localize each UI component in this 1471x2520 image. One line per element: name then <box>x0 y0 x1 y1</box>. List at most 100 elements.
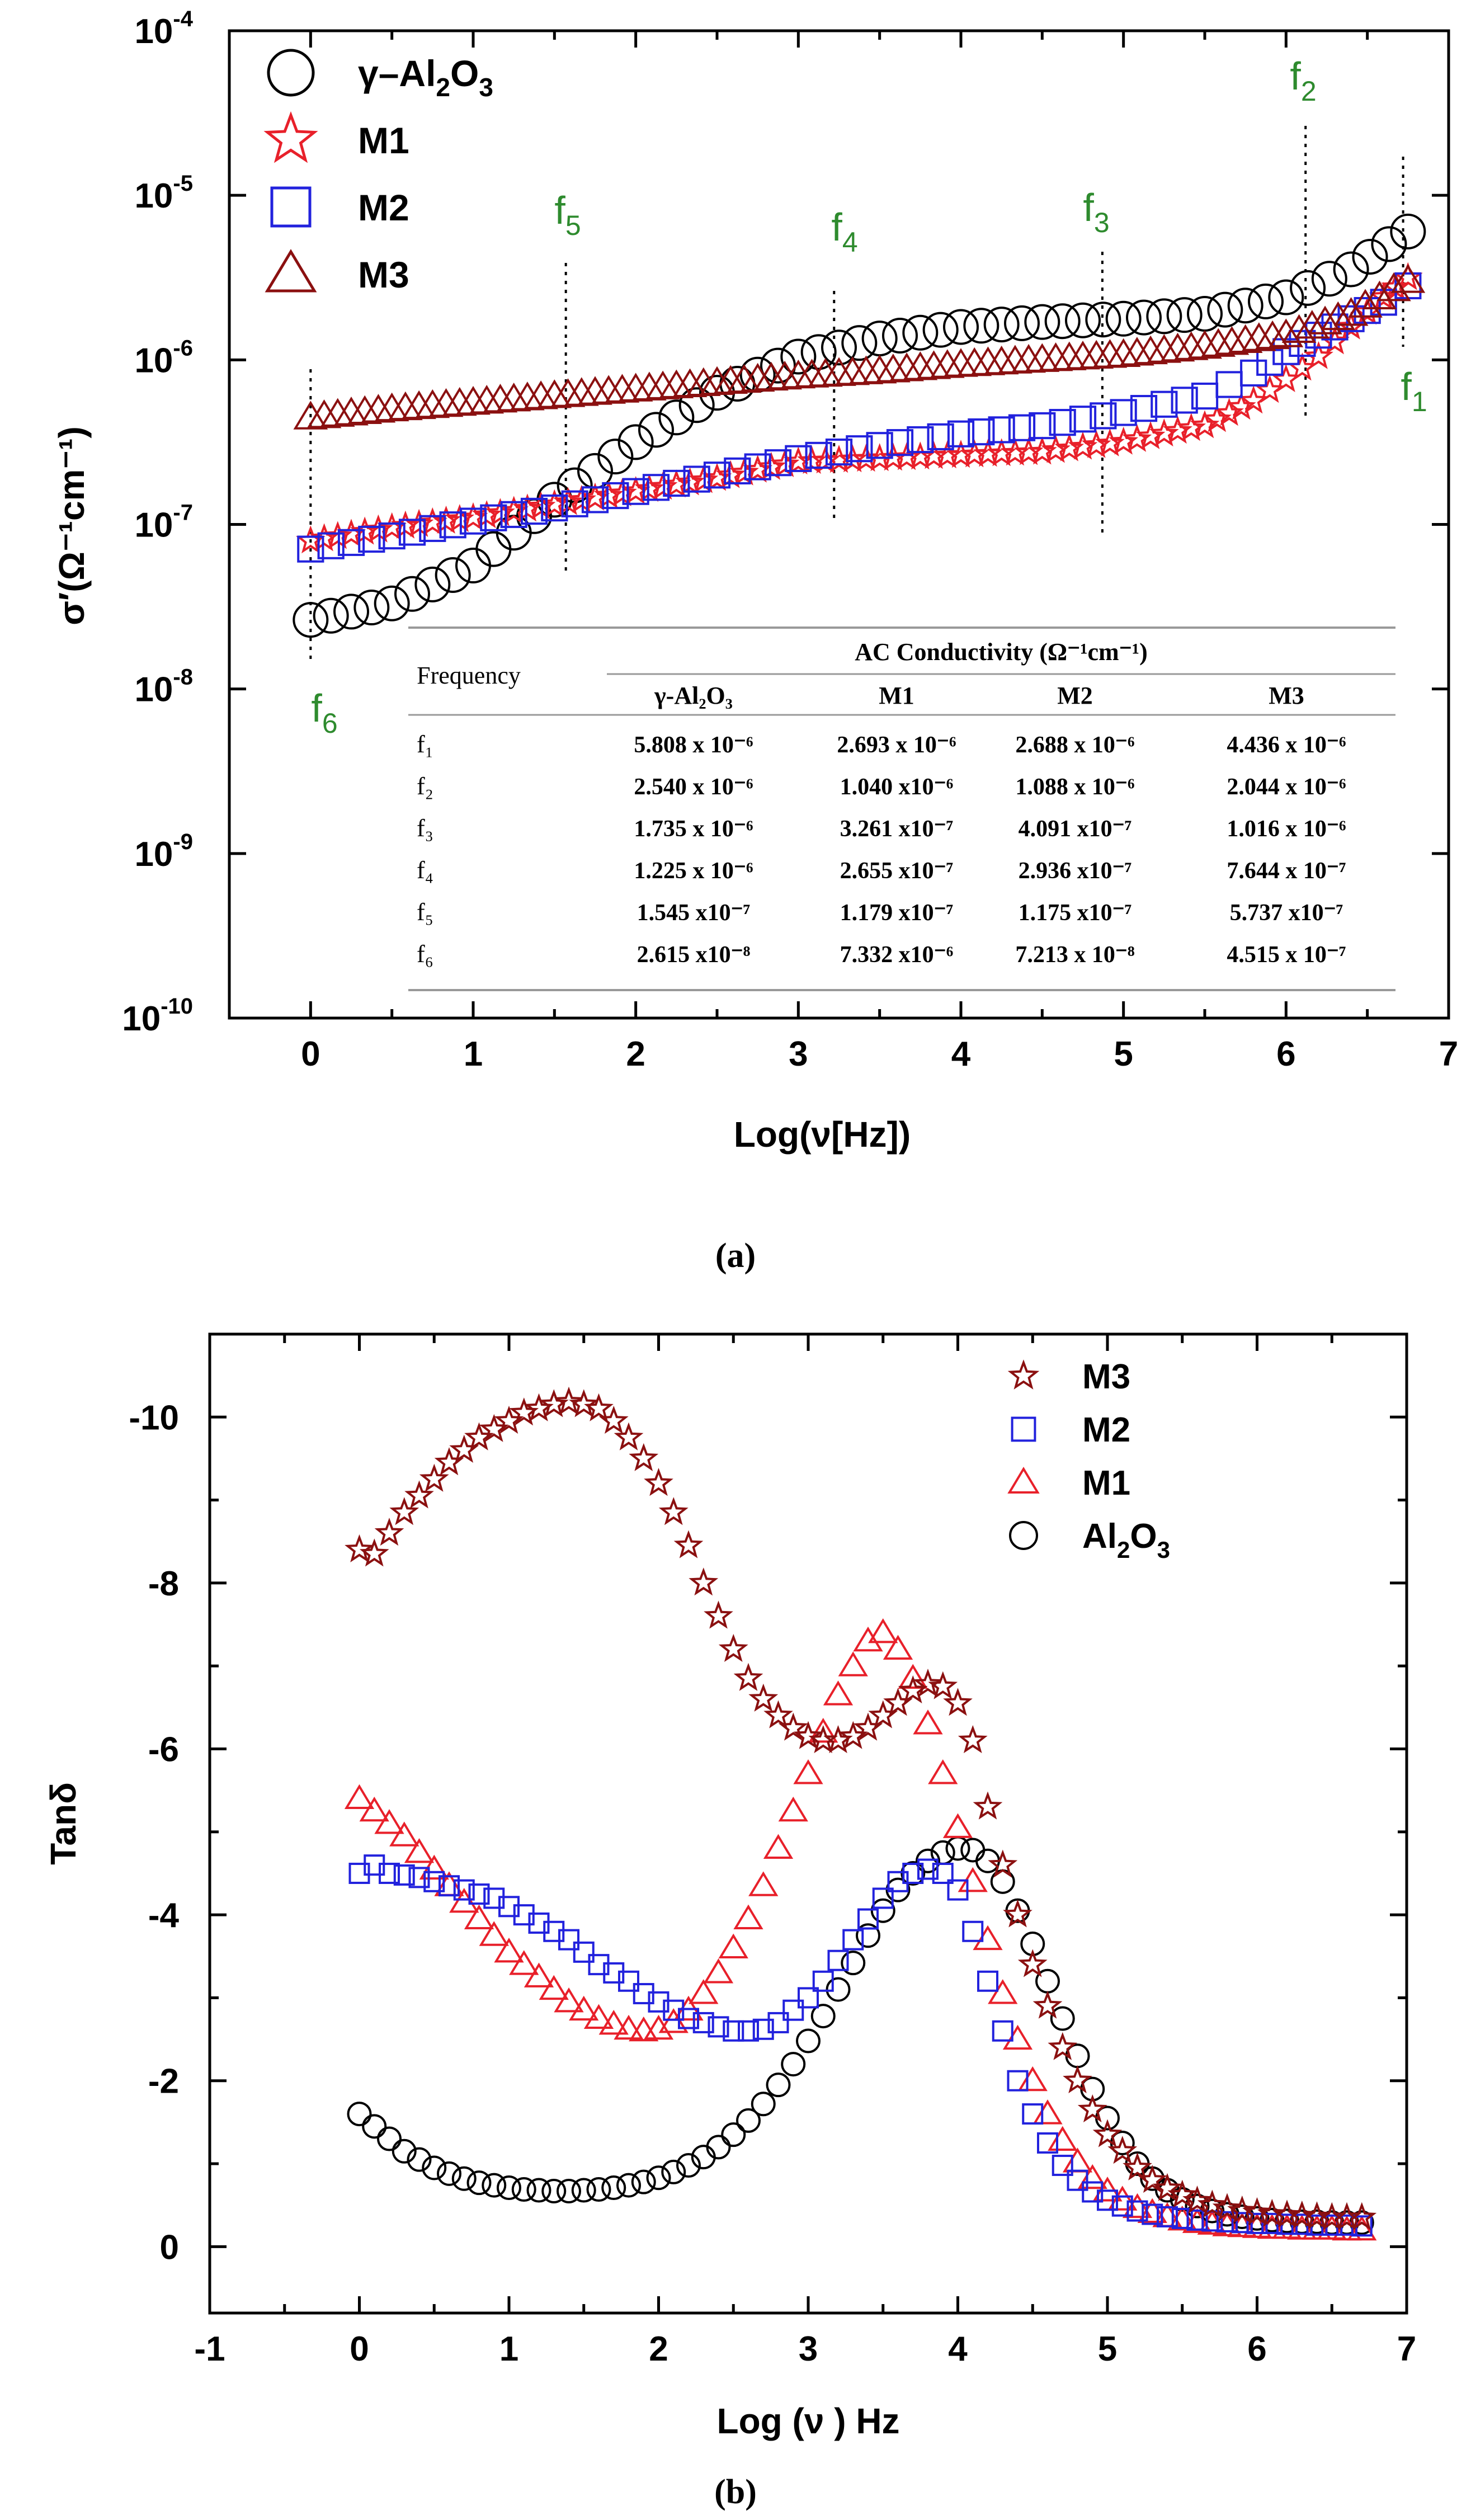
panel-b-plot-frame <box>208 1332 1408 2315</box>
frequency-subscript: 5 <box>565 210 581 241</box>
data-point <box>1321 301 1356 331</box>
y-tick-label: 10-4 <box>134 7 193 51</box>
data-point <box>1371 226 1407 262</box>
legend-label-main: M3 <box>358 254 409 295</box>
data-point <box>1289 329 1316 357</box>
data-point <box>721 2122 746 2147</box>
data-point <box>583 2004 614 2029</box>
data-point <box>307 399 342 428</box>
frequency-subscript: 3 <box>1094 207 1110 238</box>
data-point <box>482 2173 507 2198</box>
data-point <box>1376 272 1411 302</box>
x-tick-label: 7 <box>1397 2330 1416 2368</box>
data-point <box>704 1600 733 1629</box>
data-point <box>539 1975 569 2000</box>
data-point <box>1077 2094 1107 2123</box>
data-point <box>1032 1990 1063 2019</box>
data-point <box>464 1904 494 1930</box>
data-point <box>317 532 345 559</box>
data-point <box>1111 2195 1133 2217</box>
data-point <box>541 494 568 522</box>
legend-label: Al2O3 <box>1082 1517 1170 1563</box>
data-point <box>715 460 746 488</box>
data-point <box>1004 305 1040 341</box>
data-point <box>886 429 914 456</box>
data-point <box>907 426 934 454</box>
data-point <box>494 1937 524 1963</box>
data-point <box>1173 331 1209 360</box>
data-point <box>900 1860 926 1886</box>
data-point <box>1069 406 1097 433</box>
data-point <box>541 2178 567 2203</box>
data-point <box>392 2139 417 2164</box>
data-point <box>942 1813 973 1838</box>
panel-a-series <box>293 213 1426 638</box>
data-point <box>554 1987 584 2013</box>
y-tick-base: 10 <box>134 341 173 380</box>
data-point <box>1146 298 1182 335</box>
y-tick-base: 10 <box>134 12 173 51</box>
table-cell: 2.615 x10⁻⁸ <box>637 942 751 968</box>
data-point <box>394 576 430 612</box>
data-point <box>439 1875 460 1897</box>
data-point <box>868 1618 898 1643</box>
data-point <box>887 1871 909 1892</box>
y-tick-base: 10 <box>134 177 173 215</box>
data-point <box>689 1979 719 2004</box>
frequency-subscript: 1 <box>1412 386 1427 417</box>
data-point <box>554 1386 584 1415</box>
data-point <box>812 1970 834 1992</box>
data-point <box>756 451 786 480</box>
panel-b-y-tick-labels: -10 -8 -6 -4 -2 0 <box>129 1398 179 2267</box>
data-point <box>511 2177 536 2202</box>
data-point <box>558 1929 579 1951</box>
data-point <box>344 1784 375 1810</box>
data-point <box>917 1858 939 1880</box>
data-point <box>379 1862 400 1884</box>
data-point <box>1022 2103 1044 2125</box>
data-point <box>1227 392 1256 420</box>
data-point <box>748 1871 779 1896</box>
data-point <box>347 2102 372 2127</box>
data-point <box>348 1862 370 1884</box>
data-point <box>526 491 556 520</box>
data-point <box>661 2159 686 2184</box>
y-tick-exponent: -4 <box>173 7 193 31</box>
data-point <box>752 2018 774 2040</box>
data-point <box>1106 338 1141 368</box>
data-point <box>736 2108 761 2133</box>
table-cell: 1.735 x 10⁻⁶ <box>634 816 753 842</box>
data-point <box>593 480 624 508</box>
data-point <box>643 2014 674 2040</box>
data-point <box>629 2016 659 2042</box>
data-point <box>1130 395 1158 422</box>
data-point <box>689 465 719 493</box>
data-point <box>334 397 369 426</box>
data-point <box>451 2166 477 2191</box>
data-point <box>293 401 328 430</box>
legend-subscript: 2 <box>1117 1537 1130 1563</box>
data-point <box>1240 359 1267 387</box>
data-point <box>1214 398 1244 426</box>
y-tick-label: -2 <box>148 2062 179 2101</box>
data-point <box>793 1721 823 1749</box>
data-point <box>763 1700 793 1728</box>
legend-marker <box>1007 1359 1040 1390</box>
frequency-marker-label: f4 <box>831 205 857 258</box>
data-point <box>947 1879 969 1901</box>
data-point <box>1390 264 1426 293</box>
legend-label: M2 <box>358 187 409 228</box>
data-point <box>1362 280 1397 310</box>
y-tick-exponent: -9 <box>173 830 193 854</box>
data-point <box>359 1538 389 1567</box>
y-tick-exponent: -5 <box>173 171 193 196</box>
legend-marker <box>1009 1521 1038 1550</box>
data-point <box>1049 409 1076 436</box>
data-point <box>841 325 878 361</box>
data-point <box>808 1717 838 1743</box>
data-point <box>810 2004 836 2029</box>
data-point <box>988 1849 1018 1878</box>
x-tick-label: 1 <box>464 1035 483 1073</box>
table-cell: 5.808 x 10⁻⁶ <box>634 732 753 758</box>
data-point <box>1227 2195 1257 2224</box>
